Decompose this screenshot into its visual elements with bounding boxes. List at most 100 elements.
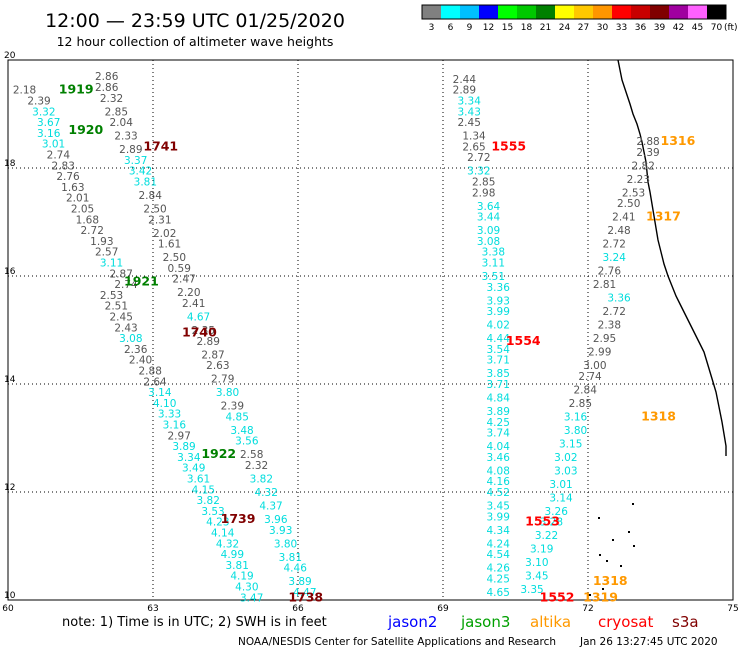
wave-value-jason3: 2.72 — [81, 225, 104, 237]
wave-value-s3a: 3.93 — [269, 525, 292, 537]
wave-value-s3a: 3.37 — [124, 155, 147, 167]
legend-bin-label: 18 — [521, 23, 533, 33]
wave-value-s3a: 3.82 — [250, 474, 273, 486]
legend-bin-label: 15 — [502, 23, 513, 33]
wave-value-altika: 2.88 — [636, 136, 659, 148]
wave-value-altika: 2.53 — [622, 187, 645, 199]
wave-value-altika: 2.72 — [603, 239, 626, 251]
wave-value-cryosat: 3.08 — [477, 236, 500, 248]
wave-value-jason3: 3.82 — [197, 495, 220, 507]
wave-value-altika: 3.02 — [554, 452, 577, 464]
legend-swatch — [631, 5, 650, 19]
wave-value-altika: 2.85 — [569, 398, 592, 410]
wave-value-cryosat: 3.74 — [487, 428, 511, 440]
wave-value-s3a: 3.80 — [274, 538, 297, 550]
track-time-label: 1316 — [661, 133, 696, 148]
wave-value-altika: 3.16 — [564, 411, 588, 423]
wave-value-s3a: 2.79 — [211, 374, 234, 386]
wave-value-jason3: 3.16 — [163, 420, 187, 432]
chart-subtitle: 12 hour collection of altimeter wave hei… — [57, 34, 334, 49]
track-time-labels: 1919 1920 1921 1922 1741 1740 1739 1738 1555 1554… — [59, 82, 696, 605]
legend-swatch — [479, 5, 498, 19]
x-tick-label: 66 — [292, 604, 304, 614]
y-tick-label: 16 — [4, 267, 16, 277]
wave-value-s3a: 2.04 — [110, 117, 134, 129]
wave-value-cryosat: 3.43 — [458, 106, 481, 118]
wave-value-s3a: 2.31 — [148, 214, 171, 226]
wave-value-cryosat: 3.85 — [487, 368, 510, 380]
wave-value-cryosat: 3.11 — [482, 258, 505, 270]
wave-value-altika: 3.03 — [554, 465, 577, 477]
wave-value-altika: 3.80 — [564, 425, 587, 437]
wave-value-cryosat: 4.44 — [487, 333, 511, 345]
wave-value-cryosat: 4.65 — [487, 587, 510, 599]
wave-value-altika: 2.82 — [632, 160, 655, 172]
wave-value-cryosat: 2.98 — [472, 187, 495, 199]
wave-value-jason3: 2.87 — [110, 268, 133, 280]
wave-value-jason3: 4.15 — [192, 484, 215, 496]
legend-swatch — [669, 5, 688, 19]
wave-value-s3a: 2.20 — [177, 287, 200, 299]
wave-value-jason3: 3.08 — [119, 333, 142, 345]
wave-value-cryosat: 4.24 — [487, 538, 511, 550]
wave-value-jason3: 3.61 — [187, 474, 210, 486]
wave-value-jason3: 3.16 — [37, 128, 61, 140]
satellite-name: cryosat — [598, 613, 653, 631]
wave-value-s3a: 2.32 — [100, 93, 123, 105]
wave-value-altika: 3.19 — [530, 544, 553, 556]
wave-value-s3a: 2.50 — [163, 252, 186, 264]
legend-bin-label: 3 — [429, 23, 435, 33]
x-tick-label: 72 — [582, 604, 593, 614]
wave-value-jason3: 3.34 — [177, 452, 201, 464]
wave-value-cryosat: 3.64 — [477, 201, 501, 213]
wave-value-cryosat: 4.26 — [487, 563, 511, 575]
legend-swatch — [441, 5, 460, 19]
wave-value-altika: 3.36 — [607, 293, 631, 305]
wave-value-s3a: 3.42 — [129, 166, 152, 178]
wave-value-cryosat: 4.08 — [487, 465, 510, 477]
wave-value-s3a: 1.61 — [158, 239, 181, 251]
wave-value-jason3: 4.30 — [235, 582, 258, 594]
wave-value-s3a: 3.48 — [230, 425, 253, 437]
track-time-label: 1553 — [525, 514, 560, 529]
wave-value-jason3: 2.76 — [56, 171, 80, 183]
wave-value-jason3: 2.64 — [143, 376, 167, 388]
legend-bin-label: 42 — [673, 23, 684, 33]
wave-value-altika: 3.01 — [549, 479, 572, 491]
wave-value-cryosat: 3.51 — [482, 271, 505, 283]
wave-value-altika: 2.23 — [627, 174, 650, 186]
wave-value-jason3: 2.83 — [52, 160, 75, 172]
wave-value-s3a: 4.67 — [187, 312, 210, 324]
satellite-name: altika — [530, 613, 571, 631]
wave-value-jason3: 4.23 — [206, 517, 229, 529]
wave-value-jason3: 3.33 — [158, 409, 181, 421]
wave-value-jason3: 2.39 — [27, 96, 50, 108]
wave-value-cryosat: 4.16 — [487, 476, 511, 488]
wave-value-s3a: 2.58 — [240, 449, 263, 461]
track-time-label: 1920 — [68, 122, 103, 137]
track-time-label: 1922 — [201, 446, 236, 461]
wave-value-altika: 2.48 — [607, 225, 630, 237]
track-time-label: 1555 — [491, 138, 526, 153]
legend-bin-label: 9 — [467, 23, 473, 33]
wave-value-cryosat: 2.72 — [467, 152, 490, 164]
wave-value-jason3: 4.10 — [153, 398, 176, 410]
track-time-label: 1554 — [506, 333, 541, 348]
wave-value-s3a: 2.89 — [119, 144, 142, 156]
wave-value-jason3: 4.19 — [230, 571, 253, 583]
wave-value-s3a: 3.56 — [235, 436, 259, 448]
wave-value-altika: 3.10 — [525, 557, 548, 569]
y-tick-label: 20 — [4, 51, 16, 61]
wave-value-cryosat: 4.52 — [487, 487, 510, 499]
track-time-label: 1738 — [288, 589, 323, 604]
wave-value-altika: 3.26 — [545, 506, 569, 518]
wave-value-cryosat: 3.99 — [487, 511, 510, 523]
wave-value-jason3: 1.93 — [90, 236, 113, 248]
wave-value-s3a: 2.85 — [105, 106, 128, 118]
wave-value-altika: 2.38 — [598, 320, 621, 332]
wave-value-altika: 3.28 — [540, 517, 563, 529]
wave-value-s3a: 2.89 — [197, 336, 220, 348]
legend-bin-label: 30 — [597, 23, 609, 33]
wave-value-s3a: 2.47 — [172, 274, 195, 286]
